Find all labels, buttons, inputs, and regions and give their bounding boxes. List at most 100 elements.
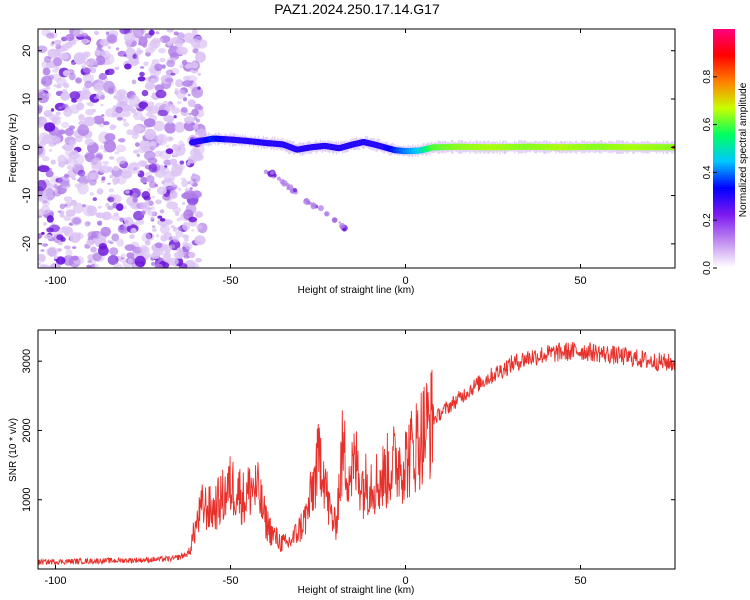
noise-blob xyxy=(145,106,151,112)
noise-blob xyxy=(168,136,173,141)
colorbar-step xyxy=(713,134,735,138)
noise-blob xyxy=(46,246,59,257)
noise-blob xyxy=(120,253,126,258)
noise-blob xyxy=(75,77,82,84)
noise-blob xyxy=(71,61,76,65)
noise-blob xyxy=(181,179,189,188)
colorbar-step xyxy=(713,74,735,78)
noise-blob xyxy=(52,68,59,73)
noise-blob xyxy=(85,108,95,116)
noise-blob xyxy=(168,119,173,124)
noise-blob xyxy=(130,108,137,114)
colorbar-step xyxy=(713,204,735,207)
noise-blob xyxy=(47,48,59,58)
noise-blob xyxy=(147,187,151,192)
noise-blob xyxy=(107,196,115,203)
branch-point xyxy=(338,221,341,224)
noise-blob xyxy=(105,203,110,207)
colorbar-step xyxy=(713,122,735,126)
noise-blob xyxy=(174,38,184,48)
colorbar-step xyxy=(713,82,735,86)
colorbar-step xyxy=(713,248,735,251)
colorbar-step xyxy=(713,64,735,68)
noise-blob xyxy=(191,108,199,117)
colorbar-step xyxy=(713,52,735,56)
colorbar-step xyxy=(713,56,735,60)
colorbar-step xyxy=(713,108,735,112)
colorbar-step xyxy=(713,186,735,189)
colorbar-step xyxy=(713,166,735,170)
colorbar-step xyxy=(713,42,735,46)
noise-blob xyxy=(194,235,206,246)
y-tick-label: 20 xyxy=(21,45,33,57)
noise-blob xyxy=(135,142,140,147)
noise-blob xyxy=(129,234,135,240)
noise-blob xyxy=(72,202,84,214)
noise-blob xyxy=(139,160,148,168)
noise-blob xyxy=(55,256,66,265)
noise-blob xyxy=(94,49,101,56)
noise-blob xyxy=(100,103,104,107)
colorbar-step xyxy=(713,188,735,191)
noise-blob xyxy=(48,149,53,152)
noise-blob xyxy=(128,161,140,174)
colorbar-step xyxy=(713,70,735,74)
branch-point xyxy=(287,184,294,191)
noise-blob xyxy=(145,111,153,117)
noise-blob xyxy=(116,156,127,165)
noise-blob xyxy=(102,213,106,216)
colorbar-step xyxy=(713,40,735,44)
noise-blob xyxy=(131,79,137,85)
noise-blob xyxy=(148,101,155,107)
noise-blob xyxy=(119,217,124,222)
noise-blob xyxy=(156,186,167,195)
noise-blob xyxy=(118,225,127,233)
noise-blob xyxy=(132,54,137,59)
noise-blob xyxy=(120,170,133,179)
colorbar: 0.0 0.2 0.4 0.6 0.8 Normalized spectral ampl… xyxy=(702,29,749,275)
colorbar-step xyxy=(713,170,735,173)
noise-blob xyxy=(181,80,193,87)
noise-blob xyxy=(132,124,142,134)
colorbar-step xyxy=(713,202,735,205)
noise-blob xyxy=(100,226,111,237)
colorbar-step xyxy=(713,146,735,150)
noise-blob xyxy=(59,203,66,210)
noise-blob xyxy=(98,72,107,81)
noise-blob xyxy=(144,47,155,54)
colorbar-step xyxy=(713,260,735,263)
noise-blob xyxy=(126,252,135,259)
noise-blob xyxy=(89,192,94,196)
noise-blob xyxy=(109,175,114,178)
noise-blob xyxy=(188,180,194,186)
noise-blob xyxy=(146,175,155,183)
noise-blob xyxy=(154,263,164,268)
noise-blob xyxy=(113,212,119,217)
noise-blob xyxy=(111,233,120,242)
branch-point xyxy=(317,205,324,212)
noise-blob xyxy=(86,102,90,106)
colorbar-step xyxy=(713,168,735,172)
noise-blob xyxy=(72,255,79,261)
noise-blob xyxy=(53,56,63,67)
noise-blob xyxy=(188,112,192,116)
noise-blob xyxy=(172,144,179,151)
colorbar-step xyxy=(713,136,735,140)
noise-blob xyxy=(164,249,171,256)
noise-blob xyxy=(191,29,198,36)
noise-blob xyxy=(188,262,200,268)
noise-blob xyxy=(38,233,42,240)
noise-blob xyxy=(38,142,41,145)
colorbar-step xyxy=(713,114,735,118)
noise-blob xyxy=(135,50,142,56)
noise-blob xyxy=(119,29,131,35)
noise-blob xyxy=(148,29,155,36)
noise-blob xyxy=(103,80,115,94)
noise-blob xyxy=(72,165,76,168)
noise-blob xyxy=(166,59,176,68)
noise-blob xyxy=(192,48,199,54)
colorbar-step xyxy=(713,212,735,215)
noise-blob xyxy=(171,163,183,175)
colorbar-step xyxy=(713,208,735,211)
noise-blob xyxy=(184,187,190,192)
